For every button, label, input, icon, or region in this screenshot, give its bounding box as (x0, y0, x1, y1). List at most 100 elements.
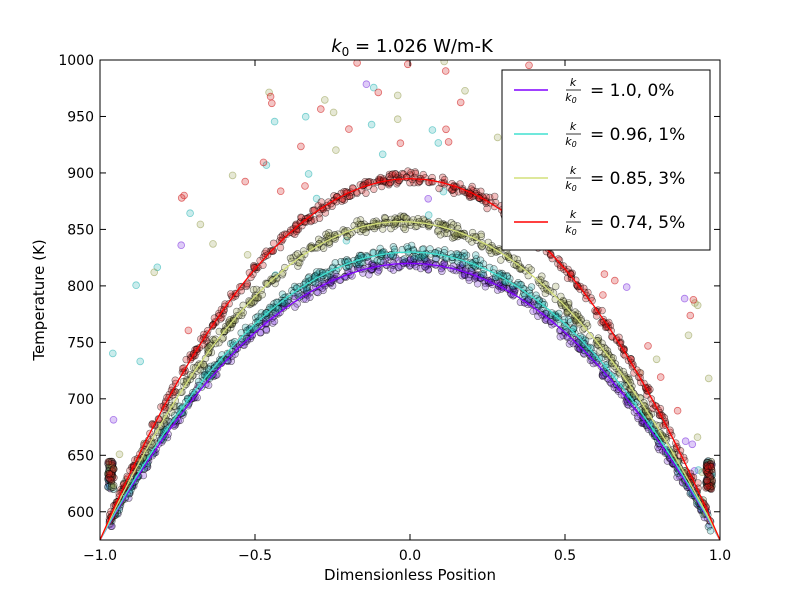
outlier-point (304, 170, 313, 178)
outlier-point (332, 146, 340, 154)
data-point (331, 259, 339, 267)
outlier-point (267, 99, 276, 108)
data-point (491, 192, 499, 201)
data-point (314, 288, 322, 297)
wall-data-point (707, 463, 716, 471)
data-point (402, 214, 411, 223)
data-point (310, 216, 319, 224)
outlier-point (681, 437, 690, 446)
data-point (217, 357, 225, 365)
data-point (481, 283, 490, 291)
data-point (527, 283, 536, 291)
x-axis-ticks: −1.0 −0.5 0.0 0.5 1.0 (83, 60, 731, 564)
data-point (597, 319, 605, 327)
data-point (269, 239, 278, 248)
outlier-point (704, 374, 713, 383)
outlier-point (393, 115, 402, 123)
outlier-point (441, 67, 450, 75)
data-point (249, 286, 258, 294)
outlier-point (374, 88, 383, 97)
data-point (556, 333, 564, 341)
outlier-point (209, 240, 217, 248)
outlier-point (362, 80, 371, 88)
outlier-point (434, 139, 443, 147)
wall-data-point (109, 465, 118, 473)
data-point (426, 245, 434, 253)
title-value: = 1.026 W/m-K (349, 36, 494, 57)
outlier-point (369, 83, 378, 92)
data-point (557, 292, 565, 301)
data-point (441, 246, 449, 254)
data-point (570, 324, 578, 332)
data-point (391, 219, 399, 227)
data-point (477, 230, 485, 239)
legend-fraction-denominator: k0 (565, 179, 576, 193)
data-point (361, 178, 369, 186)
title-k-subscript: 0 (342, 45, 350, 59)
data-point (572, 312, 580, 320)
data-point (417, 264, 425, 273)
x-tick-label: 1.0 (709, 548, 731, 564)
legend-entries: kk0 = 1.0, 0%kk0 = 0.96, 1%kk0 = 0.85, 3%kk… (514, 76, 685, 237)
data-point (401, 225, 409, 234)
outlier-point (610, 276, 619, 285)
data-point (362, 228, 370, 237)
data-point (278, 290, 287, 298)
outlier-point (688, 440, 697, 449)
data-point (593, 337, 602, 345)
data-point (551, 282, 560, 291)
outlier-point (444, 138, 453, 146)
data-point (302, 295, 310, 303)
data-point (390, 245, 399, 254)
data-point (395, 176, 403, 185)
outlier-point (184, 326, 193, 335)
x-tick-label: 0.5 (554, 548, 576, 564)
outlier-point (270, 117, 279, 126)
outlier-point (301, 182, 309, 190)
legend-fraction-denominator: k0 (565, 223, 576, 237)
outlier-point (622, 283, 631, 291)
data-point (601, 361, 610, 369)
data-point (259, 261, 267, 269)
y-tick-label: 750 (67, 335, 94, 351)
data-point (517, 281, 525, 289)
data-point (370, 185, 378, 194)
y-axis-label: Temperature (K) (30, 239, 48, 361)
data-point (490, 265, 498, 273)
outlier-point (196, 220, 205, 229)
legend-fraction-denominator: k0 (565, 91, 576, 105)
data-point (343, 233, 352, 241)
data-point (525, 264, 533, 272)
data-point (572, 276, 580, 284)
data-point (223, 325, 232, 333)
data-point (458, 272, 466, 280)
data-point (262, 309, 270, 317)
data-point (389, 259, 397, 267)
data-point (250, 264, 258, 272)
legend: kk0 = 1.0, 0%kk0 = 0.96, 1%kk0 = 0.85, 3%kk… (501, 69, 711, 251)
legend-fraction-numerator: k (570, 208, 577, 221)
data-point (598, 306, 606, 315)
outlier-point (177, 241, 186, 250)
outlier-point (345, 125, 353, 133)
outlier-point (689, 295, 698, 304)
outlier-point (329, 108, 338, 117)
outlier-point (493, 133, 502, 142)
data-point (293, 250, 302, 258)
outlier-point (600, 270, 609, 278)
outlier-point (599, 291, 607, 299)
outlier-point (109, 349, 117, 358)
data-point (276, 243, 285, 252)
data-point (610, 362, 619, 370)
legend-fraction-numerator: k (570, 164, 577, 177)
data-point (252, 285, 261, 294)
outlier-point (259, 158, 268, 167)
y-tick-label: 900 (67, 166, 94, 182)
wall-data-point (104, 458, 113, 466)
wall-data-point (107, 476, 116, 485)
data-point (256, 329, 264, 337)
wall-data-point (702, 484, 710, 492)
data-point (493, 286, 502, 294)
